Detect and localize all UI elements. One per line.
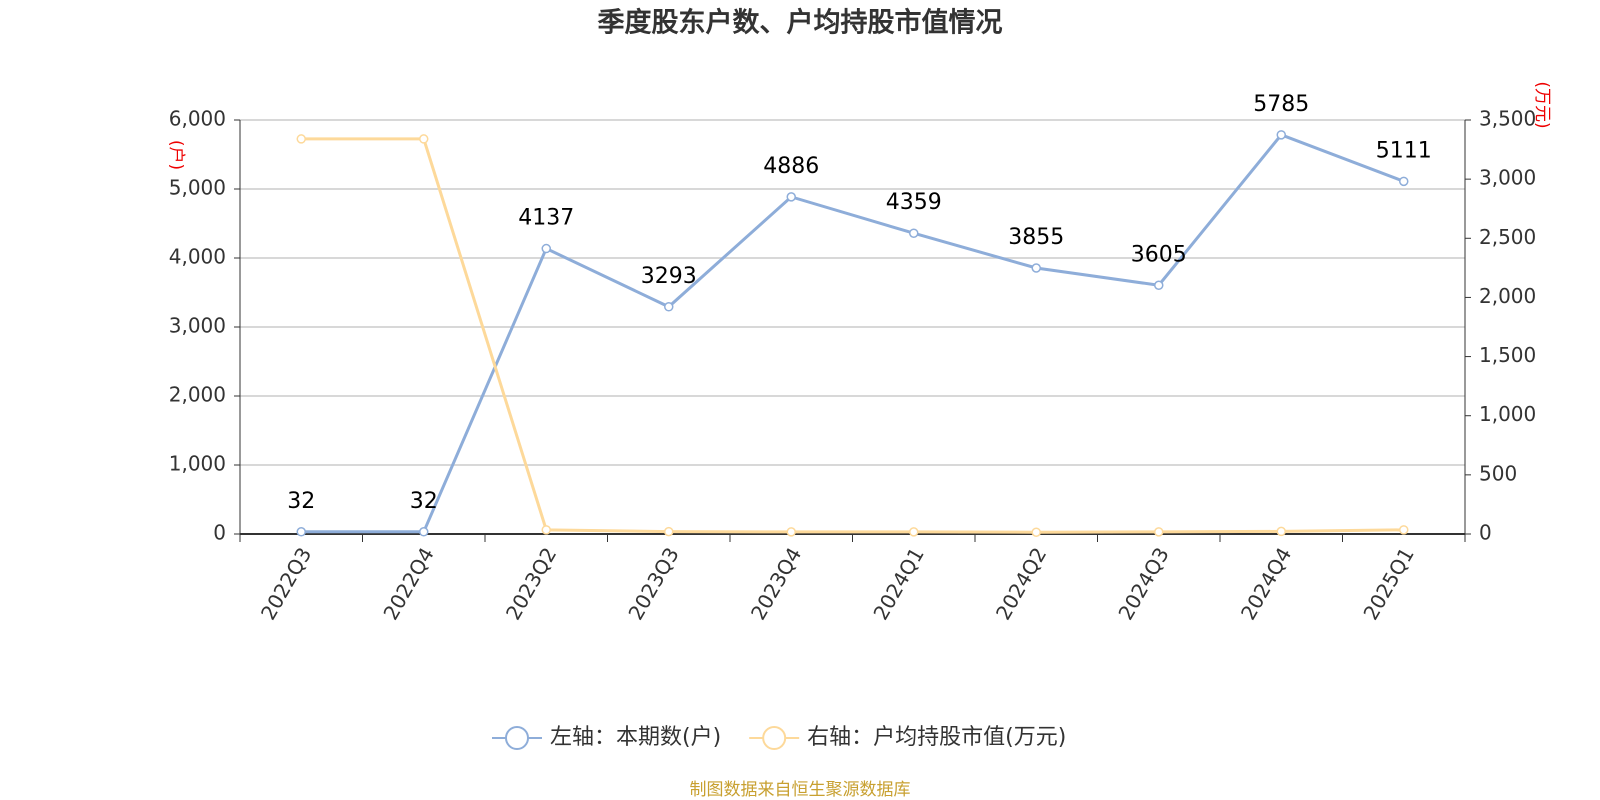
- point: [419, 527, 429, 537]
- y-tick-label: 2,000: [169, 383, 226, 407]
- data-label: 3293: [641, 264, 697, 289]
- y2-tick-label: 1,500: [1479, 343, 1536, 367]
- x-tick-label: 2024Q2: [991, 543, 1051, 624]
- y2-tick-label: 2,500: [1479, 225, 1536, 249]
- chart-title: 季度股东户数、户均持股市值情况: [598, 7, 1003, 39]
- y-tick-label: 4,000: [169, 245, 226, 269]
- series-line: [301, 133, 1405, 534]
- point: [541, 525, 551, 535]
- y2-tick-label: 1,000: [1479, 402, 1536, 426]
- x-tick-label: 2024Q1: [868, 543, 928, 624]
- data-label: 5111: [1376, 138, 1432, 163]
- x-tick-label: 2025Q1: [1358, 543, 1418, 624]
- data-label: 3605: [1131, 242, 1187, 267]
- data-label: 32: [287, 489, 315, 514]
- point: [1399, 176, 1409, 187]
- y2-axis-unit: (万元): [1532, 81, 1552, 128]
- data-label: 4359: [886, 190, 942, 215]
- point: [1031, 263, 1041, 273]
- legend-marker: [762, 726, 787, 750]
- x-tick-label: 2023Q3: [623, 543, 683, 624]
- point: [786, 192, 796, 202]
- point: [419, 134, 429, 144]
- y2-tick-label: 3,500: [1479, 107, 1536, 131]
- y2-tick-label: 3,000: [1479, 166, 1536, 190]
- y-tick-label: 5,000: [169, 176, 226, 200]
- series-line: [301, 137, 1404, 534]
- point: [1031, 527, 1041, 537]
- data-label: 5785: [1253, 92, 1309, 117]
- y2-tick-label: 0: [1479, 521, 1492, 545]
- point: [296, 527, 306, 537]
- x-tick-label: 2024Q4: [1236, 543, 1296, 624]
- point: [296, 134, 306, 144]
- point: [909, 228, 919, 238]
- legend-item: 左轴：本期数(户): [492, 725, 721, 750]
- point: [1154, 527, 1164, 537]
- y-tick-label: 0: [213, 521, 226, 545]
- y2-tick-label: 2,000: [1479, 284, 1536, 308]
- source-note: 制图数据来自恒生聚源数据库: [690, 780, 911, 800]
- point: [541, 243, 551, 254]
- y-tick-label: 3,000: [169, 314, 226, 338]
- point: [664, 302, 674, 312]
- x-tick-label: 2023Q4: [746, 543, 806, 624]
- legend-label: 右轴：户均持股市值(万元): [807, 725, 1066, 750]
- x-tick-label: 2022Q3: [256, 543, 316, 624]
- data-label: 32: [410, 489, 438, 514]
- data-label: 3855: [1008, 225, 1064, 250]
- y-axis-unit: (户): [166, 140, 186, 170]
- point: [1399, 525, 1409, 535]
- y2-tick-label: 500: [1479, 461, 1517, 485]
- x-tick-label: 2023Q2: [501, 543, 561, 624]
- y-tick-label: 1,000: [169, 452, 226, 476]
- data-label: 4886: [763, 154, 819, 179]
- data-label: 4137: [518, 206, 574, 231]
- legend-item: 右轴：户均持股市值(万元): [749, 725, 1066, 750]
- legend-marker: [505, 726, 529, 750]
- point: [1276, 130, 1286, 140]
- x-tick-label: 2024Q3: [1113, 543, 1173, 624]
- point: [909, 527, 919, 537]
- point: [664, 526, 674, 537]
- point: [786, 527, 796, 537]
- point: [1276, 526, 1286, 537]
- legend-label: 左轴：本期数(户): [550, 725, 721, 750]
- point: [1154, 280, 1164, 291]
- x-tick-label: 2022Q4: [378, 543, 438, 624]
- y-tick-label: 6,000: [169, 107, 226, 131]
